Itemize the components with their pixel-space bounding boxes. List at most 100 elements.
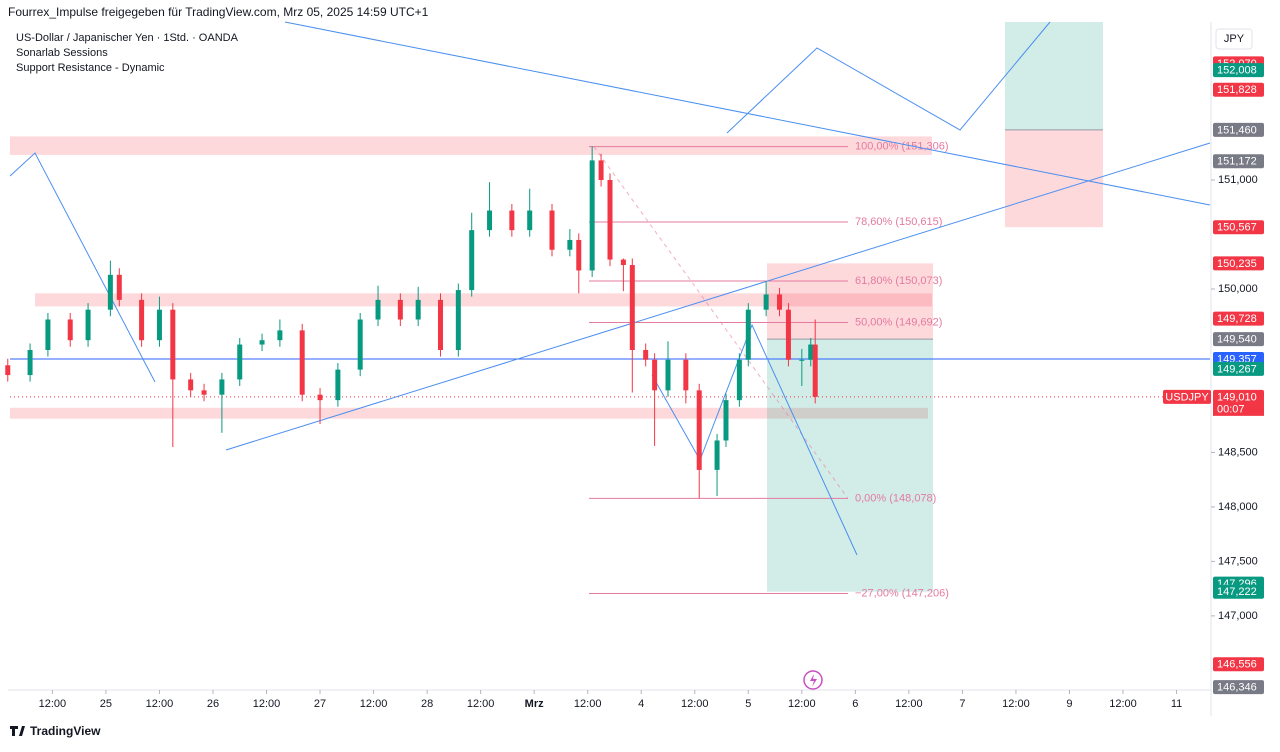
share-header: Fourrex_Impulse freigegeben für TradingV… [8,5,429,19]
y-tick-label: 148,500 [1218,446,1258,458]
x-tick-label: 12:00 [788,698,816,710]
candle-body [527,210,533,231]
price-label-box [1213,63,1264,78]
x-tick-label: 27 [314,698,326,710]
countdown: 00:07 [1217,403,1245,415]
x-tick-label: 12:00 [1109,698,1137,710]
price-label-box [1213,584,1264,599]
price-label: 149,267 [1217,363,1257,375]
candle-body [139,299,145,341]
drawing-line [726,21,1051,134]
candle-body [219,379,225,395]
candle-body [487,210,493,231]
y-tick-label: 148,000 [1218,501,1258,513]
fib-label: 100,00% (151,306) [855,141,949,153]
y-tick-label: 150,000 [1218,283,1258,295]
candle-body [576,239,582,271]
x-tick-label: 9 [1066,698,1072,710]
fib-label: 50,00% (149,692) [855,316,942,328]
price-label-box [1213,122,1264,137]
candle-body [736,359,742,401]
candle-body [201,390,207,395]
candle-body [549,210,555,250]
x-tick-label: 25 [100,698,112,710]
price-label: 149,540 [1217,334,1257,346]
candle-body [567,239,573,250]
sr-zone [10,407,928,419]
fib-label: −27,00% (147,206) [855,587,949,599]
event-icon[interactable] [803,670,823,690]
x-tick-label: 5 [745,698,751,710]
symbol-box [1163,389,1211,404]
candle-body [509,210,515,231]
candle-body [259,340,265,345]
candle-body [415,299,421,320]
candle-body [696,390,702,470]
price-label-box [1213,154,1264,169]
x-tick-label: Mrz [525,698,544,710]
drawing-line [225,142,1211,451]
candle-body [455,290,461,351]
price-label: 147,222 [1217,586,1257,598]
x-tick-label: 12:00 [360,698,388,710]
price-label: 151,172 [1217,156,1257,168]
position-reward [1005,22,1103,130]
y-tick-label: 147,500 [1218,555,1258,567]
candle-body [45,319,51,351]
legend-line: Support Resistance - Dynamic [16,62,165,74]
price-label: 146,346 [1217,682,1257,694]
currency-box[interactable] [1215,28,1253,50]
countdown-box [1213,402,1264,416]
x-tick-label: 12:00 [681,698,709,710]
x-tick-label: 12:00 [253,698,281,710]
candle-body [745,309,751,360]
event-icon-bolt [810,674,817,687]
x-tick-label: 12:00 [146,698,174,710]
candle-body [27,350,33,376]
legend-line: Sonarlab Sessions [16,47,108,59]
price-label-box [1213,361,1264,376]
x-tick-label: 7 [959,698,965,710]
candle-body [116,274,122,300]
currency: JPY [1224,33,1245,45]
price-label: 149,010 [1217,391,1257,403]
candle-body [763,294,769,310]
candle-body [170,309,176,380]
price-label: 150,567 [1217,222,1257,234]
candle-body [714,440,720,470]
candle-body [643,350,649,360]
position-risk [1005,129,1103,228]
price-label: 150,235 [1217,258,1257,270]
x-tick-label: 12:00 [895,698,923,710]
candle-body [808,344,814,360]
candle-body [589,160,595,271]
sr-zone [35,293,932,307]
candle-body [375,299,381,320]
price-label-box [1213,389,1264,404]
drawing-line [699,323,858,556]
x-tick-label: 11 [1171,698,1182,710]
y-tick-label: 151,000 [1218,174,1258,186]
candle-body [723,400,729,441]
candle-body [620,259,626,266]
candle-body [812,344,818,397]
candle-body [335,369,341,401]
fib-label: 0,00% (148,078) [855,492,936,504]
candle-body [156,309,162,341]
price-label: 151,460 [1217,124,1257,136]
sr-zone [10,136,932,155]
price-label: 151,828 [1217,84,1257,96]
candle-body [665,359,671,391]
price-label: 152,008 [1217,65,1257,77]
price-label: 146,556 [1217,659,1257,671]
y-tick-label: 147,000 [1218,610,1258,622]
position-risk [767,263,933,340]
price-label-box [1213,82,1264,97]
price-label-box [1213,256,1264,271]
candle-body [629,265,635,351]
candle-body [317,394,323,401]
fib-label: 78,60% (150,615) [855,216,942,228]
footer-brand: TradingView [30,724,101,738]
x-tick-label: 4 [638,698,644,710]
